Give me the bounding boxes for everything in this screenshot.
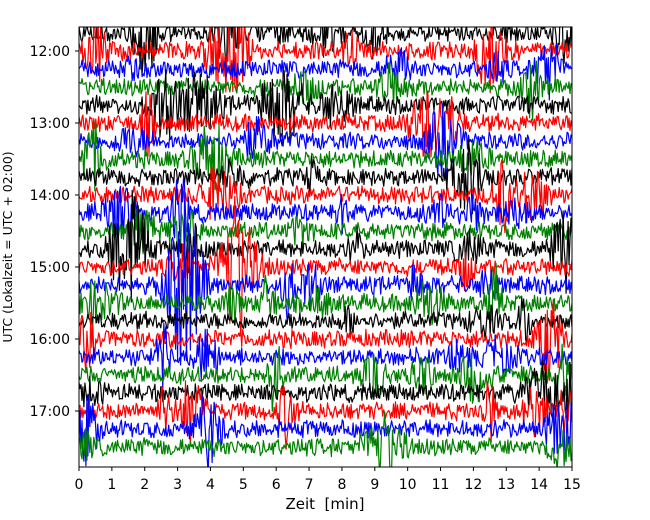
trace-line [79, 27, 572, 74]
x-tick-label: 11 [432, 477, 450, 493]
trace-line [79, 159, 572, 234]
x-tick-label: 7 [305, 477, 314, 493]
x-tick-label: 8 [337, 477, 346, 493]
trace-line [79, 60, 572, 121]
x-tick-label: 6 [272, 477, 281, 493]
trace-line [79, 43, 572, 101]
trace-line [79, 195, 572, 336]
x-axis-ticks: 0 1 2 3 4 5 6 7 8 9 10 11 12 13 14 15 [75, 467, 581, 493]
trace-line [79, 103, 572, 179]
x-tick-label: 5 [239, 477, 248, 493]
y-axis-ticks: 12:00 13:00 14:00 15:00 16:00 17:00 [30, 44, 79, 420]
y-tick-label: 17:00 [30, 404, 70, 420]
x-tick-label: 10 [399, 477, 417, 493]
x-tick-label: 0 [75, 477, 84, 493]
trace-line [79, 380, 572, 450]
trace-line [79, 297, 572, 344]
trace-line [79, 120, 572, 194]
trace-line [79, 177, 572, 243]
x-axis-title: Zeit [min] [285, 495, 364, 513]
x-tick-label: 14 [530, 477, 548, 493]
trace-line [79, 394, 572, 467]
x-tick-label: 15 [563, 477, 581, 493]
y-tick-label: 13:00 [30, 116, 70, 132]
trace-line [79, 343, 572, 412]
y-axis-title: UTC (Lokalzeit = UTC + 02:00) [0, 151, 15, 342]
y-tick-label: 12:00 [30, 44, 70, 60]
trace-lines [79, 27, 572, 467]
y-tick-label: 16:00 [30, 332, 70, 348]
x-tick-label: 3 [173, 477, 182, 493]
x-tick-label: 2 [140, 477, 149, 493]
plot-frame [78, 26, 573, 468]
trace-line [79, 69, 572, 147]
trace-line [79, 299, 572, 381]
trace-line [79, 90, 572, 158]
trace-line [79, 27, 572, 94]
x-tick-label: 1 [107, 477, 116, 493]
trace-line [79, 411, 572, 467]
x-tick-label: 4 [206, 477, 215, 493]
trace-line [79, 189, 572, 303]
x-tick-label: 13 [497, 477, 515, 493]
x-tick-label: 12 [464, 477, 482, 493]
trace-line [79, 139, 572, 215]
trace-line [79, 262, 572, 327]
x-tick-label: 9 [370, 477, 379, 493]
y-tick-label: 14:00 [30, 188, 70, 204]
trace-line [79, 322, 572, 391]
trace-line [79, 208, 572, 259]
y-tick-label: 15:00 [30, 260, 70, 276]
